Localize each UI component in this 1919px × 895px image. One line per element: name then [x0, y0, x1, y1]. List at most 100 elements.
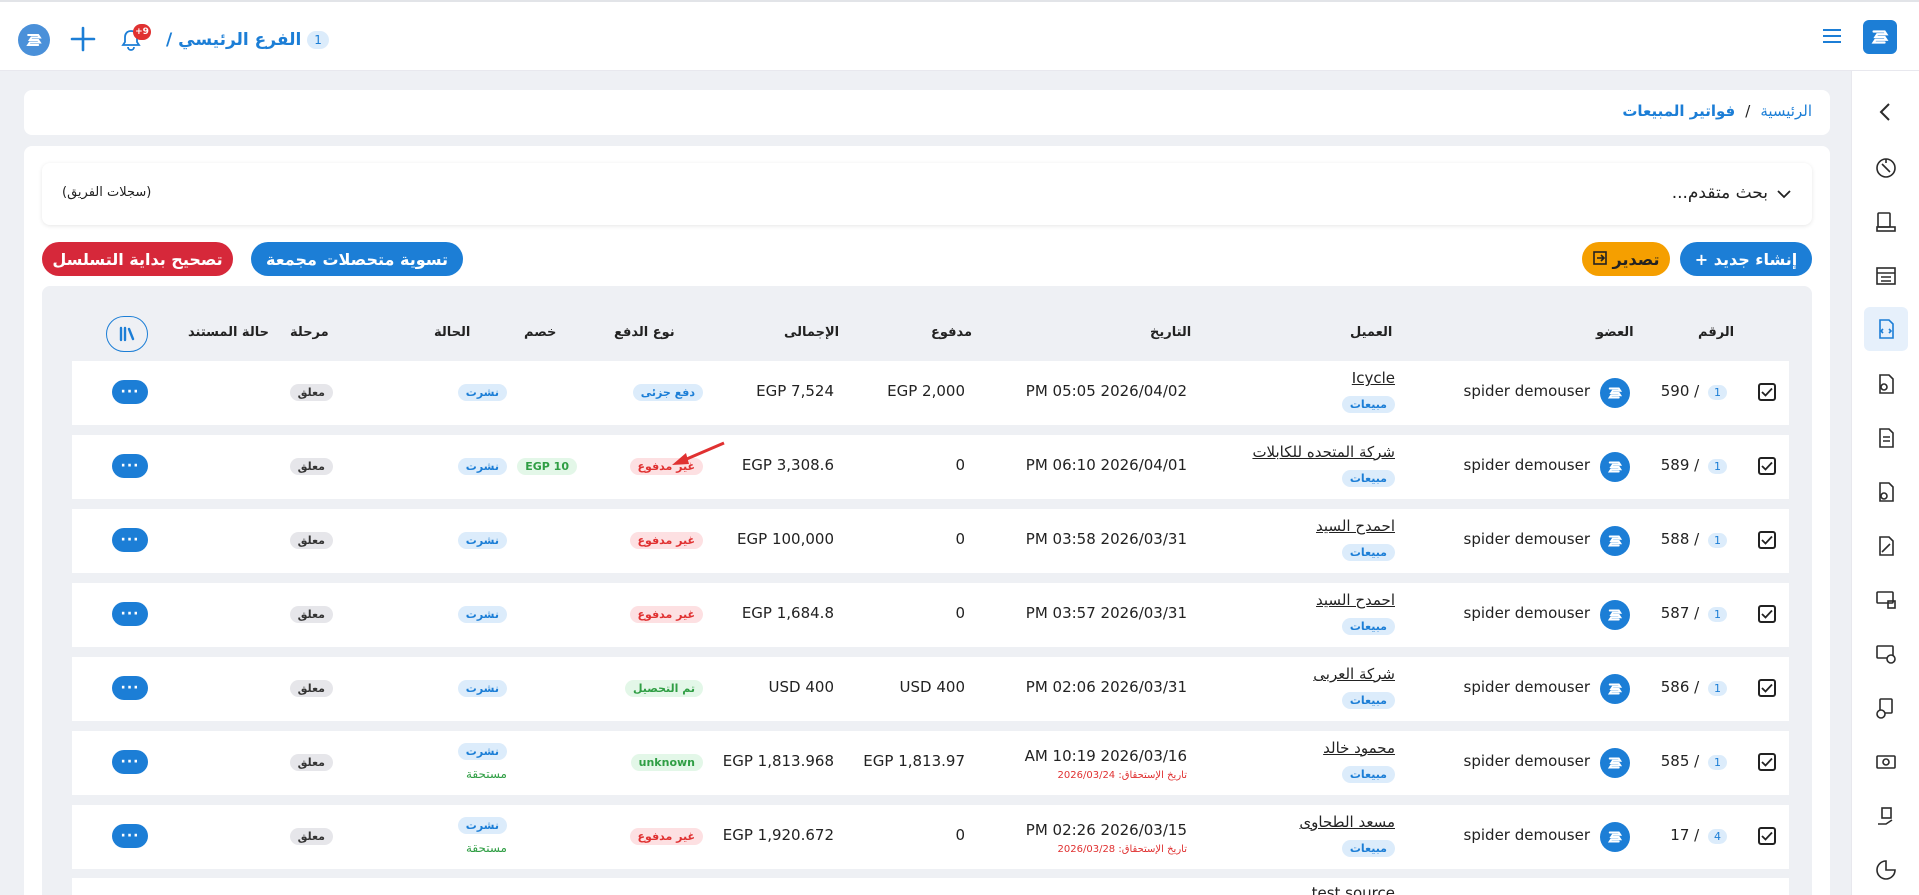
total-amount: USD 400: [768, 678, 834, 696]
payment-type-badge: تم التحصيل: [624, 680, 703, 697]
invoice-date: PM 06:10 2026/04/01: [1025, 456, 1187, 474]
add-icon[interactable]: [68, 24, 98, 54]
client-link[interactable]: احمدح السيد: [1316, 517, 1395, 535]
menu-icon[interactable]: [1822, 28, 1842, 44]
cash-icon[interactable]: [1871, 747, 1901, 777]
export-button[interactable]: تصدير: [1582, 242, 1670, 276]
invoice-number[interactable]: 589 / 1: [1661, 456, 1727, 474]
row-actions-button[interactable]: ···: [112, 824, 148, 848]
branch-number: 1: [307, 31, 329, 49]
row-actions-button[interactable]: ···: [112, 380, 148, 404]
member-avatar: [1600, 526, 1630, 556]
sidebar: [1851, 71, 1919, 895]
row-checkbox[interactable]: [1758, 753, 1776, 771]
invoice-number[interactable]: 590 / 1: [1661, 382, 1727, 400]
chevron-down-icon[interactable]: [1776, 184, 1792, 203]
header-doc-status: حالة المستند: [188, 325, 269, 340]
breadcrumb: الرئيسية / فواتير المبيعات: [24, 90, 1830, 135]
member-avatar: [1600, 822, 1630, 852]
credit-doc-icon[interactable]: [1871, 531, 1901, 561]
header-status: الحالة: [434, 325, 471, 340]
invoice-number[interactable]: 588 / 1: [1661, 530, 1727, 548]
dashboard-icon[interactable]: [1871, 153, 1901, 183]
total-amount: EGP 1,684.8: [741, 604, 834, 622]
payment-type-badge: unknown: [630, 754, 703, 771]
invoice-tag-icon[interactable]: [1871, 369, 1901, 399]
add-payment-icon[interactable]: [1871, 639, 1901, 669]
return-doc-icon[interactable]: [1871, 477, 1901, 507]
client-link[interactable]: مسعد الطحاوى: [1299, 813, 1395, 831]
header-client: العميل: [1350, 325, 1393, 340]
client-link[interactable]: محمود خالد: [1323, 739, 1395, 757]
invoice-number[interactable]: 17 / 4: [1670, 826, 1727, 844]
client-link[interactable]: test source: [1311, 884, 1395, 895]
header-date: التاريخ: [1150, 325, 1192, 340]
column-settings-icon[interactable]: [106, 316, 148, 352]
client-link[interactable]: احمدح السيد: [1316, 591, 1395, 609]
table-row[interactable]: 17 / 4 spider demouser مسعد الطحاوى مبيع…: [72, 805, 1789, 869]
row-actions-button[interactable]: ···: [112, 676, 148, 700]
client-link[interactable]: Icycle: [1351, 369, 1395, 387]
reports-icon[interactable]: [1871, 855, 1901, 885]
client-link[interactable]: شركة المتحده للكابلات: [1252, 443, 1395, 461]
status-due-label: مستحقة: [465, 767, 507, 781]
branch-label: الفرع الرئيسي /: [166, 30, 302, 50]
invoice-date: PM 03:57 2026/03/31: [1025, 604, 1187, 622]
row-checkbox[interactable]: [1758, 679, 1776, 697]
table-row[interactable]: 589 / 1 spider demouser شركة المتحده للك…: [72, 435, 1789, 499]
invoice-number-text: 586 /: [1660, 678, 1700, 696]
bulk-settlement-button[interactable]: تسوية متحصلات مجمعة: [251, 242, 463, 276]
branch-pill: 1: [1708, 459, 1727, 474]
client-tag: مبيعات: [1341, 544, 1395, 561]
row-actions-button[interactable]: ···: [112, 528, 148, 552]
fix-sequence-button[interactable]: تصحيح بداية التسلسل: [42, 242, 233, 276]
member-name: spider demouser: [1463, 604, 1590, 622]
branch-selector[interactable]: الفرع الرئيسي / 1: [166, 28, 329, 52]
row-checkbox[interactable]: [1758, 827, 1776, 845]
breadcrumb-home[interactable]: الرئيسية: [1760, 102, 1812, 120]
row-actions-button[interactable]: ···: [112, 454, 148, 478]
member-avatar: [1600, 452, 1630, 482]
row-checkbox[interactable]: [1758, 383, 1776, 401]
row-checkbox[interactable]: [1758, 457, 1776, 475]
row-actions-button[interactable]: ···: [112, 750, 148, 774]
hand-money-icon[interactable]: [1871, 801, 1901, 831]
status-badge: نشرت: [457, 532, 507, 549]
paid-amount: 0: [955, 826, 965, 844]
collapse-chevron-icon[interactable]: [1871, 97, 1901, 127]
paid-amount: 0: [955, 530, 965, 548]
row-checkbox[interactable]: [1758, 605, 1776, 623]
warehouse-icon[interactable]: [1871, 261, 1901, 291]
red-arrow-annotation: [668, 440, 728, 468]
status-badge: نشرت: [457, 743, 507, 760]
breadcrumb-separator: /: [1745, 102, 1751, 120]
top-bar: +9 الفرع الرئيسي / 1: [0, 0, 1919, 71]
invoice-number[interactable]: 585 / 1: [1661, 752, 1727, 770]
add-receipt-icon[interactable]: [1871, 693, 1901, 723]
app-logo[interactable]: [1863, 20, 1897, 54]
cash-register-icon[interactable]: [1871, 207, 1901, 237]
create-new-button[interactable]: + إنشاء جديد: [1680, 242, 1812, 276]
breadcrumb-current: فواتير المبيعات: [1622, 102, 1736, 120]
pos-icon[interactable]: [1871, 585, 1901, 615]
sales-invoice-icon[interactable]: [1864, 307, 1908, 351]
user-logo-icon[interactable]: [18, 24, 50, 56]
invoice-number[interactable]: 587 / 1: [1661, 604, 1727, 622]
table-row[interactable]: 585 / 1 spider demouser محمود خالد مبيعا…: [72, 731, 1789, 795]
table-row[interactable]: 586 / 1 spider demouser شركة العربى مبيع…: [72, 657, 1789, 721]
invoice-date: PM 02:26 2026/03/15: [1025, 821, 1187, 839]
doc-status-badge: معلق: [289, 606, 333, 623]
row-checkbox[interactable]: [1758, 531, 1776, 549]
advanced-search-panel[interactable]: بحث متقدم... (سجلات الفريق): [42, 163, 1812, 225]
advanced-search-toggle[interactable]: بحث متقدم...: [1671, 183, 1768, 203]
branch-pill: 1: [1708, 681, 1727, 696]
table-row[interactable]: test source: [72, 878, 1789, 895]
row-actions-button[interactable]: ···: [112, 602, 148, 626]
table-row[interactable]: 588 / 1 spider demouser احمدح السيد مبيع…: [72, 509, 1789, 573]
table-row[interactable]: 587 / 1 spider demouser احمدح السيد مبيع…: [72, 583, 1789, 647]
table-row[interactable]: 590 / 1 spider demouser Icycle مبيعات PM…: [72, 361, 1789, 425]
invoice-number[interactable]: 586 / 1: [1661, 678, 1727, 696]
payment-type-badge: غير مدفوع: [629, 532, 703, 549]
client-link[interactable]: شركة العربى: [1313, 665, 1395, 683]
document-icon[interactable]: [1871, 423, 1901, 453]
